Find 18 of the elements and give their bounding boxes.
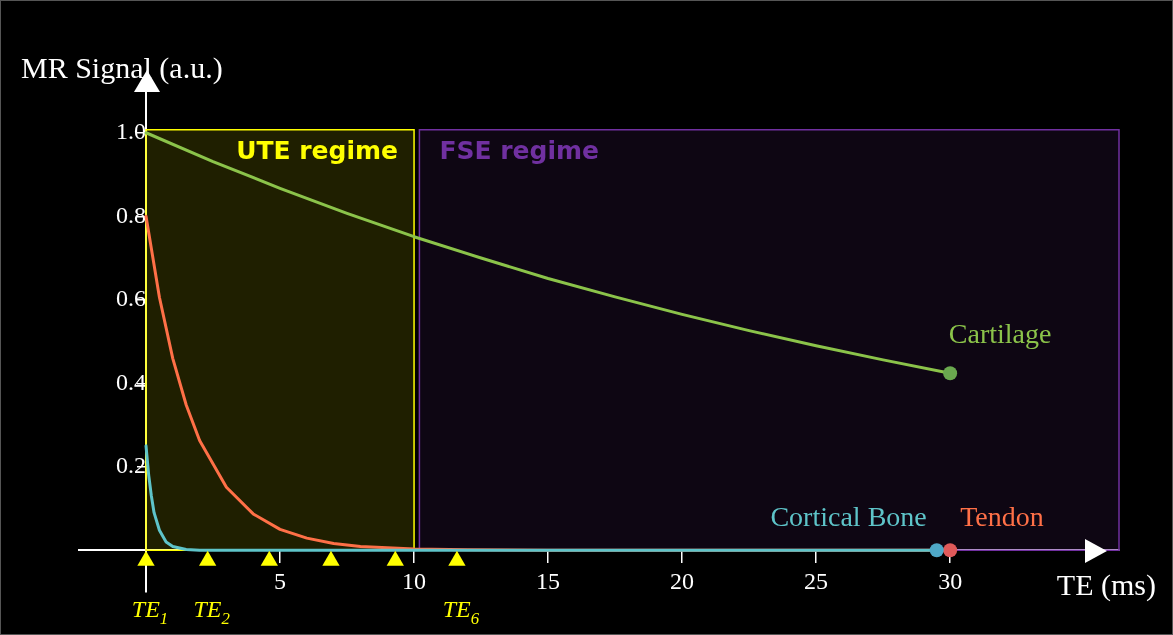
- series-label: Cartilage: [948, 318, 1052, 350]
- x-axis-title: TE (ms): [1056, 568, 1156, 603]
- x-tick-label: 25: [804, 567, 829, 594]
- series-label: Tendon: [960, 501, 1044, 533]
- band-label: UTE regime: [236, 135, 399, 165]
- x-tick-label: 5: [274, 567, 287, 594]
- band-label: FSE regime: [439, 135, 600, 165]
- x-tick-label: 20: [670, 567, 695, 594]
- y-tick-label: 0.6: [116, 285, 147, 312]
- y-axis-title: MR Signal (a.u.): [21, 51, 223, 85]
- y-tick-label: 0.4: [116, 368, 147, 395]
- x-tick-label: 30: [938, 567, 963, 594]
- y-tick-label: 1.0: [116, 118, 147, 145]
- x-tick-label: 10: [402, 567, 427, 594]
- x-tick-label: 15: [536, 567, 561, 594]
- series-label: Cortical Bone: [770, 501, 927, 533]
- y-tick-label: 0.8: [116, 201, 147, 228]
- y-tick-label: 0.2: [116, 452, 147, 479]
